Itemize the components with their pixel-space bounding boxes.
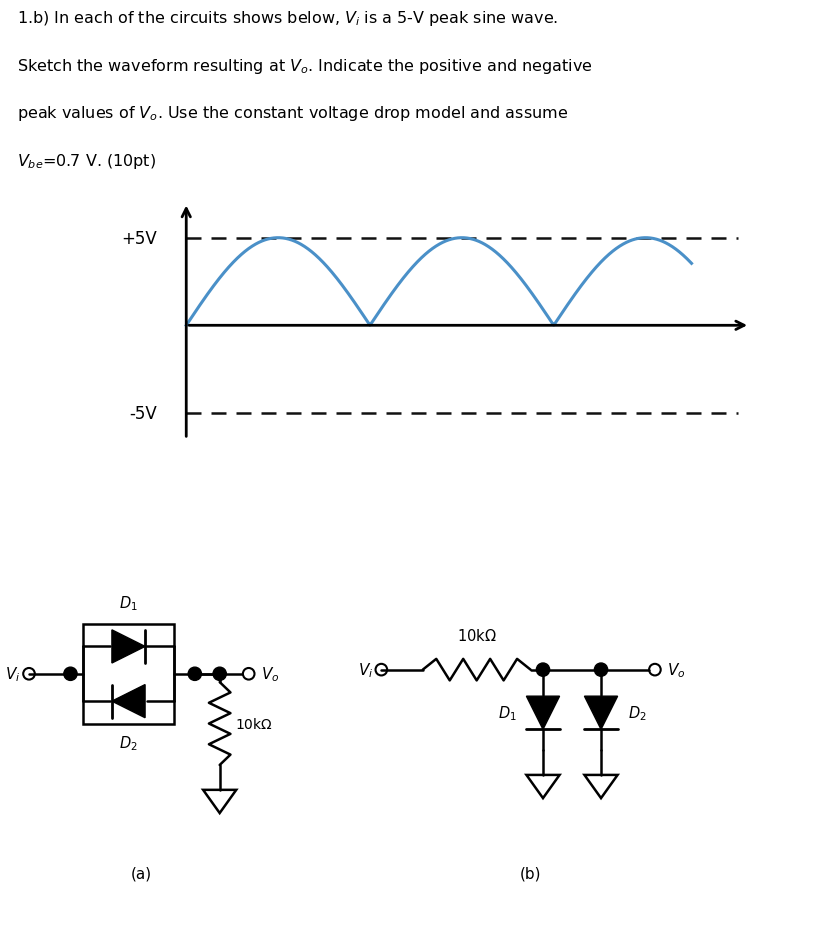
Text: +5V: +5V [121, 230, 156, 248]
Text: (a): (a) [130, 865, 152, 881]
Text: $D_1$: $D_1$ [497, 704, 516, 722]
Text: $V_i$: $V_i$ [5, 665, 21, 683]
Text: 1.b) In each of the circuits shows below, $V_i$ is a 5-V peak sine wave.: 1.b) In each of the circuits shows below… [17, 9, 557, 28]
Circle shape [213, 667, 226, 680]
Text: 10k$\Omega$: 10k$\Omega$ [234, 717, 272, 731]
Polygon shape [584, 696, 617, 730]
Polygon shape [112, 630, 145, 664]
Polygon shape [112, 685, 145, 717]
Text: $D_2$: $D_2$ [119, 733, 137, 753]
Text: $D_2$: $D_2$ [627, 704, 645, 722]
Circle shape [64, 667, 77, 680]
Circle shape [188, 667, 201, 680]
Text: $V_o$: $V_o$ [667, 661, 685, 679]
Text: $V_i$: $V_i$ [357, 661, 373, 679]
Circle shape [536, 664, 549, 677]
Text: peak values of $V_o$. Use the constant voltage drop model and assume: peak values of $V_o$. Use the constant v… [17, 105, 567, 123]
Text: $V_{be}$=0.7 V. (10pt): $V_{be}$=0.7 V. (10pt) [17, 152, 156, 171]
Text: $D_1$: $D_1$ [119, 593, 137, 612]
Text: (b): (b) [519, 865, 541, 881]
Text: $V_o$: $V_o$ [261, 665, 279, 683]
Circle shape [594, 664, 607, 677]
Text: 10k$\Omega$: 10k$\Omega$ [456, 628, 496, 643]
Text: Sketch the waveform resulting at $V_o$. Indicate the positive and negative: Sketch the waveform resulting at $V_o$. … [17, 57, 591, 76]
Bar [83, 625, 174, 724]
Text: -5V: -5V [129, 404, 156, 423]
Polygon shape [526, 696, 559, 730]
